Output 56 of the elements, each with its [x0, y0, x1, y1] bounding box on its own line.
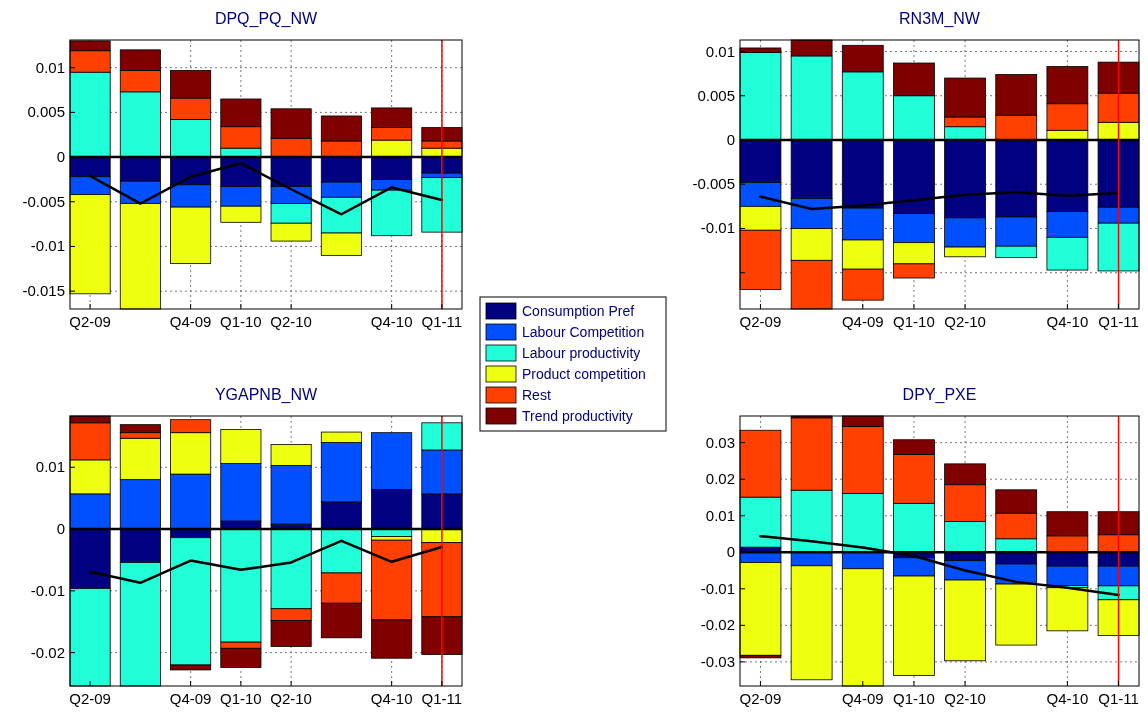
y-tick-label: -0.02 — [30, 643, 65, 661]
x-tick-label: Q2-10 — [270, 313, 312, 330]
y-tick-label: -0.015 — [22, 282, 65, 300]
y-tick-label: 0 — [56, 148, 65, 166]
x-tick-label: Q4-10 — [1046, 690, 1089, 707]
x-tick-label: Q1-11 — [1098, 313, 1139, 330]
chart-title: DPQ_PQ_NW — [214, 10, 319, 28]
x-tick-label: Q2-09 — [69, 313, 111, 330]
y-tick-label: 0.005 — [697, 86, 735, 104]
y-tick-label: -0.005 — [22, 192, 65, 210]
x-tick-label: Q1-11 — [1098, 690, 1139, 707]
legend-label: Product competition — [522, 366, 646, 382]
y-tick-label: -0.01 — [700, 219, 735, 237]
x-tick-label: Q1-10 — [220, 313, 262, 330]
x-tick-label: Q2-10 — [944, 313, 986, 330]
x-tick-label: Q4-09 — [169, 313, 212, 330]
x-tick-label: Q2-10 — [270, 690, 312, 707]
x-tick-label: Q4-09 — [841, 690, 884, 707]
x-tick-label: Q4-10 — [1046, 313, 1089, 330]
x-tick-label: Q1-11 — [421, 313, 463, 330]
x-tick-label: Q4-09 — [169, 690, 212, 707]
x-tick-label: Q2-10 — [944, 690, 986, 707]
y-tick-label: 0.01 — [705, 42, 735, 60]
y-tick-label: 0.02 — [705, 470, 735, 488]
y-tick-label: 0 — [726, 543, 735, 561]
chart-title: RN3M_NW — [899, 10, 981, 28]
y-tick-label: 0.005 — [27, 103, 65, 121]
y-tick-label: 0.01 — [705, 506, 735, 524]
x-tick-label: Q4-10 — [370, 690, 413, 707]
x-tick-label: Q1-11 — [421, 690, 463, 707]
chart-title: YGAPNB_NW — [214, 386, 319, 404]
x-tick-label: Q4-10 — [370, 313, 413, 330]
y-tick-label: -0.03 — [700, 652, 735, 670]
y-tick-label: 0 — [726, 130, 735, 148]
legend-label: Rest — [522, 387, 551, 403]
x-tick-label: Q2-09 — [739, 690, 782, 707]
y-tick-label: 0 — [56, 520, 65, 538]
y-tick-label: -0.005 — [692, 175, 735, 193]
legend-label: Consumption Pref — [522, 303, 635, 319]
y-tick-label: -0.02 — [700, 616, 735, 634]
x-tick-label: Q4-09 — [841, 313, 884, 330]
x-tick-label: Q2-09 — [69, 690, 111, 707]
x-tick-label: Q1-10 — [893, 690, 935, 707]
x-tick-label: Q1-10 — [220, 690, 262, 707]
y-tick-label: -0.01 — [30, 237, 65, 255]
y-tick-label: -0.01 — [30, 581, 65, 599]
legend-label: Trend productivity — [522, 408, 633, 424]
x-tick-label: Q2-09 — [739, 313, 782, 330]
x-tick-label: Q1-10 — [893, 313, 935, 330]
y-tick-label: 0.01 — [35, 58, 65, 76]
y-tick-label: -0.01 — [700, 579, 735, 597]
chart-title: DPY_PXE — [902, 386, 977, 404]
legend-label: Labour Competition — [522, 324, 645, 340]
legend-label: Labour productivity — [522, 345, 641, 361]
y-tick-label: 0.03 — [705, 433, 735, 451]
y-tick-label: 0.01 — [35, 458, 65, 476]
